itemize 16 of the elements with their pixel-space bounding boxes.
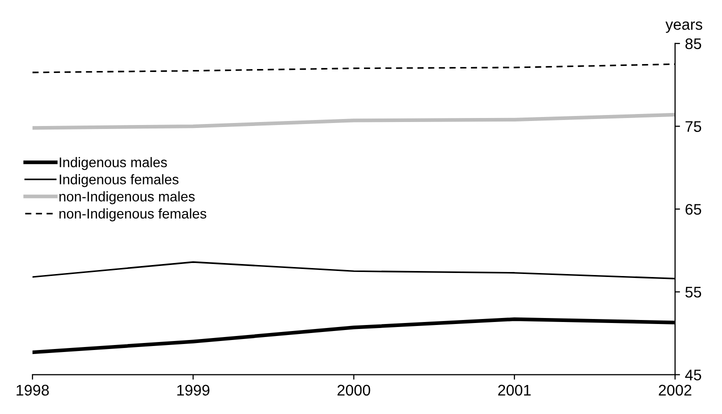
y-axis-title: years — [665, 21, 702, 33]
x-tick-label: 2000 — [338, 384, 370, 396]
x-tick-label: 2001 — [498, 384, 531, 396]
y-tick-label: 55 — [685, 286, 702, 298]
legend-label: non-Indigenous males — [59, 191, 195, 204]
legend-label: Indigenous females — [60, 174, 178, 188]
x-tick-label: 2002 — [658, 384, 692, 396]
legend-label: Indigenous males — [60, 157, 167, 170]
y-tick-label: 65 — [686, 204, 702, 215]
legend-label: non-Indigenous females — [59, 208, 206, 222]
line-series — [32, 112, 676, 130]
x-tick-label: 1999 — [177, 384, 210, 396]
y-tick-label: 45 — [685, 370, 702, 380]
x-tick-label: 1998 — [16, 384, 49, 396]
y-tick-label: 85 — [685, 38, 702, 50]
y-tick-label: 75 — [686, 121, 702, 132]
